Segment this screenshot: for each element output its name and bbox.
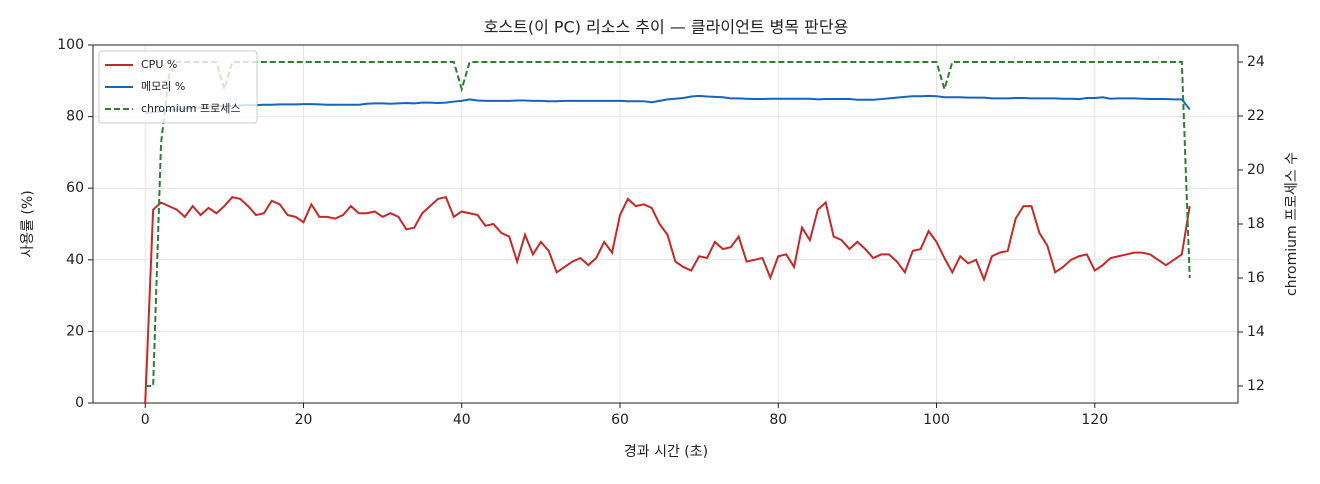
- legend-box: [98, 50, 258, 124]
- y2-tick-label: 22: [1247, 108, 1265, 124]
- y-axis-label: 사용률 (%): [20, 190, 36, 257]
- y2-axis-label: chromium 프로세스 수: [1284, 152, 1300, 296]
- legend-label: CPU %: [141, 58, 177, 71]
- chart-title: 호스트(이 PC) 리소스 추이 — 클라이언트 병목 판단용: [484, 18, 849, 37]
- y2-tick-label: 24: [1247, 54, 1265, 70]
- x-tick-label: 40: [453, 412, 471, 428]
- y-tick-label: 0: [75, 395, 84, 411]
- y2-tick-label: 12: [1247, 378, 1265, 394]
- x-tick-label: 80: [769, 412, 787, 428]
- x-tick-label: 20: [295, 412, 313, 428]
- x-tick-label: 60: [611, 412, 629, 428]
- x-axis-label: 경과 시간 (초): [624, 444, 708, 460]
- series-line: [144, 195, 1191, 404]
- legend-label: 메모리 %: [141, 80, 185, 93]
- x-tick-label: 120: [1081, 412, 1108, 428]
- legend-label: chromium 프로세스: [141, 102, 240, 115]
- y-tick-label: 100: [57, 37, 84, 53]
- y-tick-label: 40: [66, 252, 84, 268]
- x-tick-label: 0: [141, 412, 150, 428]
- y2-tick-label: 18: [1247, 216, 1265, 232]
- plot-frame: [92, 44, 1239, 404]
- y2-tick-label: 14: [1247, 324, 1265, 340]
- y-tick-label: 20: [66, 323, 84, 339]
- y-tick-label: 80: [66, 109, 84, 125]
- series-line: [145, 61, 1191, 387]
- y-tick-label: 60: [66, 180, 84, 196]
- x-tick-label: 100: [923, 412, 950, 428]
- series-line: [145, 94, 1191, 115]
- legend: CPU % 메모리 % chromium 프로세스: [98, 50, 258, 124]
- y2-tick-label: 20: [1247, 162, 1265, 178]
- y2-tick-label: 16: [1247, 270, 1265, 286]
